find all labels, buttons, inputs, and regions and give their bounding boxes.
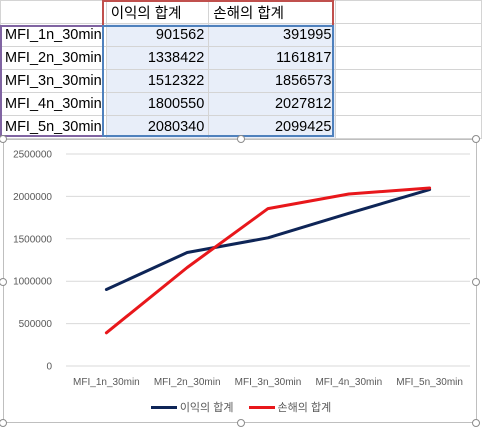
table-row: MFI_2n_30min 1338422 1161817	[0, 46, 482, 70]
table-row: MFI_3n_30min 1512322 1856573	[0, 69, 482, 93]
category-cell[interactable]: MFI_4n_30min	[0, 92, 107, 116]
resize-handle-bottom-right[interactable]	[472, 419, 480, 427]
resize-handle-top-right[interactable]	[472, 135, 480, 143]
category-cell[interactable]: MFI_5n_30min	[0, 115, 107, 139]
table-row: MFI_4n_30min 1800550 2027812	[0, 92, 482, 116]
cell-a1[interactable]	[0, 0, 107, 24]
empty-cell[interactable]	[335, 69, 482, 93]
cell-d1[interactable]	[335, 0, 482, 24]
legend-label-loss: 손해의 합계	[277, 402, 332, 414]
chart-legend[interactable]: 이익의 합계 손해의 합계	[4, 399, 478, 415]
y-tick-label: 2000000	[13, 192, 52, 203]
x-tick-label: MFI_4n_30min	[315, 377, 382, 388]
loss-cell[interactable]: 1161817	[208, 46, 337, 70]
x-tick-label: MFI_3n_30min	[235, 377, 302, 388]
legend-swatch-profit	[150, 405, 177, 409]
y-tick-label: 500000	[19, 319, 53, 330]
y-tick-label: 1000000	[13, 277, 52, 288]
resize-handle-bottom-left[interactable]	[0, 419, 7, 427]
header-row: 이익의 합계 손해의 합계	[0, 0, 482, 24]
table-row: MFI_1n_30min 901562 391995	[0, 23, 482, 47]
empty-cell[interactable]	[335, 46, 482, 70]
series-line-profit[interactable]	[104, 188, 432, 291]
cell-grid: 이익의 합계 손해의 합계 MFI_1n_30min 901562 391995…	[0, 0, 482, 139]
cell-c1-header[interactable]: 손해의 합계	[208, 0, 337, 24]
chart-plot-area[interactable]: 0 500000 1000000 1500000 2000000 2500000 MFI_…	[4, 140, 478, 424]
loss-cell[interactable]: 2099425	[208, 115, 337, 139]
profit-cell[interactable]: 1800550	[105, 92, 210, 116]
line-chart[interactable]: 0 500000 1000000 1500000 2000000 2500000 MFI_…	[0, 135, 480, 427]
empty-cell[interactable]	[335, 115, 482, 139]
resize-handle-top[interactable]	[237, 135, 245, 143]
resize-handle-top-left[interactable]	[0, 135, 7, 143]
cell-b1-header[interactable]: 이익의 합계	[105, 0, 210, 24]
profit-cell[interactable]: 901562	[105, 23, 210, 47]
resize-handle-left[interactable]	[0, 278, 7, 286]
loss-cell[interactable]: 1856573	[208, 69, 337, 93]
category-cell[interactable]: MFI_2n_30min	[0, 46, 107, 70]
gridlines	[66, 153, 470, 367]
empty-cell[interactable]	[335, 92, 482, 116]
legend-item-loss[interactable]: 손해의 합계	[248, 399, 332, 415]
y-tick-label: 2500000	[13, 150, 52, 161]
x-axis-tick-labels: MFI_1n_30min MFI_2n_30min MFI_3n_30min MFI_…	[73, 377, 463, 388]
profit-cell[interactable]: 2080340	[105, 115, 210, 139]
empty-cell[interactable]	[335, 23, 482, 47]
legend-label-profit: 이익의 합계	[179, 402, 234, 414]
x-tick-label: MFI_2n_30min	[154, 377, 221, 388]
y-tick-label: 1500000	[13, 234, 52, 245]
series-line-loss[interactable]	[104, 186, 432, 335]
loss-cell[interactable]: 391995	[208, 23, 337, 47]
legend-swatch-loss	[248, 405, 275, 409]
y-axis-tick-labels: 0 500000 1000000 1500000 2000000 2500000	[13, 150, 52, 373]
category-cell[interactable]: MFI_1n_30min	[0, 23, 107, 47]
profit-cell[interactable]: 1338422	[105, 46, 210, 70]
loss-cell[interactable]: 2027812	[208, 92, 337, 116]
x-tick-label: MFI_5n_30min	[396, 377, 463, 388]
legend-item-profit[interactable]: 이익의 합계	[150, 399, 234, 415]
y-tick-label: 0	[46, 362, 52, 373]
series-lines	[104, 186, 432, 335]
profit-cell[interactable]: 1512322	[105, 69, 210, 93]
resize-handle-right[interactable]	[472, 278, 480, 286]
category-cell[interactable]: MFI_3n_30min	[0, 69, 107, 93]
resize-handle-bottom[interactable]	[237, 419, 245, 427]
x-tick-label: MFI_1n_30min	[73, 377, 140, 388]
